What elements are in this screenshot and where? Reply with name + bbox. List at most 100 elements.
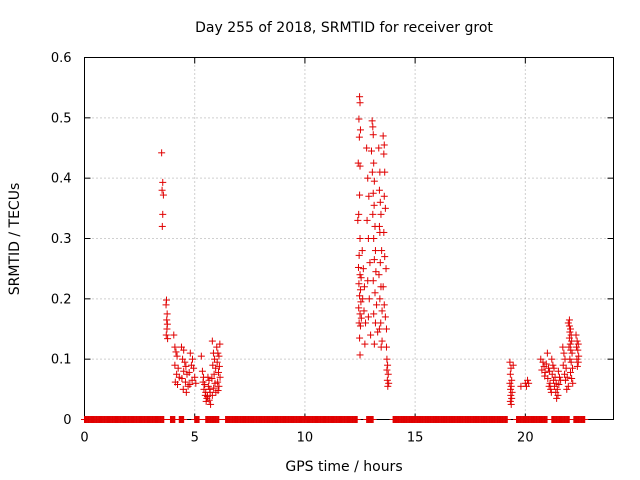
data-point [369,189,377,197]
data-point [355,115,363,123]
data-point [205,396,213,404]
data-point [163,316,171,324]
data-point [356,126,364,134]
data-point [554,367,562,375]
data-point [543,349,551,357]
data-point [524,376,532,384]
data-point [539,358,547,366]
data-point [374,328,382,336]
data-point [171,361,179,369]
data-point [186,349,194,357]
data-point [214,378,222,386]
x-axis-label: GPS time / hours [285,459,402,475]
data-point [566,328,574,336]
data-point [162,331,170,339]
data-point [375,222,383,230]
data-point [561,376,569,384]
data-point [376,295,384,303]
data-point [363,144,371,152]
data-point [375,144,383,152]
data-point [370,310,378,318]
data-point [188,376,196,384]
data-point [370,177,378,185]
data-point [208,374,216,382]
data-point [201,381,209,389]
data-point [372,268,380,276]
data-point-zero [215,416,223,423]
data-point [383,355,391,363]
data-point [356,99,364,107]
data-point [360,283,368,291]
data-point [181,378,189,386]
data-point [178,374,186,382]
data-point [367,331,375,339]
data-point [380,141,388,149]
data-point [553,385,561,393]
data-point [207,400,215,408]
data-point [381,313,389,321]
data-point [547,385,555,393]
x-tick-label: 0 [80,431,88,446]
data-point [553,394,561,402]
data-point [210,370,218,378]
data-point [560,349,568,357]
data-point [381,204,389,212]
data-point [358,247,366,255]
data-points [81,93,589,423]
data-point [363,216,371,224]
data-point [574,340,582,348]
data-point [546,379,554,387]
data-point [354,263,362,271]
data-point [380,228,388,236]
data-point [359,295,367,303]
data-point [573,337,581,345]
data-point [356,310,364,318]
data-point [381,168,389,176]
data-point [378,337,386,345]
data-point-zero [581,416,589,423]
data-point [189,355,197,363]
data-point [375,271,383,279]
data-point [542,360,550,368]
y-tick-label: 0.5 [51,111,72,126]
data-point [216,373,224,381]
data-point [356,271,364,279]
data-point [550,364,558,372]
data-point [371,247,379,255]
y-axis-label: SRMTID / TECUs [7,183,23,296]
data-point [369,277,377,285]
data-point [182,388,190,396]
data-point [361,340,369,348]
data-point [205,376,213,384]
data-point [170,331,178,339]
data-point [356,191,364,199]
data-point [564,319,572,327]
data-point [508,376,516,384]
data-point [158,186,166,194]
data-point [212,364,220,372]
data-point [378,247,386,255]
grid-lines [84,57,614,420]
data-point [202,397,210,405]
x-tick-label: 5 [191,431,199,446]
data-point [525,379,533,387]
data-point [214,387,222,395]
data-point-zero [195,416,203,423]
data-point [365,192,373,200]
data-point [506,397,514,405]
data-point [368,117,376,125]
data-point [548,355,556,363]
data-point [159,191,167,199]
data-point [214,349,222,357]
data-point [382,343,390,351]
data-point [562,364,570,372]
data-point [163,325,171,333]
data-point [164,335,172,343]
data-point [215,368,223,376]
data-point [507,382,515,390]
data-point [566,340,574,348]
data-point [355,304,363,312]
data-point [506,358,514,366]
data-point [357,274,365,282]
